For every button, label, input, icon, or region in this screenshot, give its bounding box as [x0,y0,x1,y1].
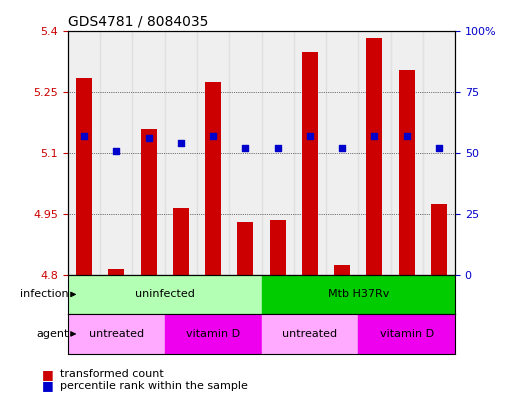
Bar [205,82,221,275]
Bar [423,31,455,275]
Bar [165,314,262,354]
Bar [141,129,157,275]
Text: uninfected: uninfected [135,289,195,299]
Text: vitamin D: vitamin D [380,329,434,339]
Bar [262,314,358,354]
Bar [366,37,382,275]
Point [370,133,379,139]
Bar [358,314,455,354]
Point [241,145,249,151]
Bar [108,268,124,275]
Bar [262,31,294,275]
Text: ■: ■ [42,367,53,381]
Point [403,133,411,139]
Point [144,135,153,141]
Bar [399,70,415,275]
Bar [334,264,350,275]
Bar [237,222,254,275]
Point [274,145,282,151]
Point [338,145,346,151]
Bar [294,31,326,275]
Bar [76,78,92,275]
Bar [132,31,165,275]
Bar [68,314,165,354]
Bar [229,31,262,275]
Bar [358,31,391,275]
Bar [302,52,318,275]
Bar [269,220,286,275]
Text: Mtb H37Rv: Mtb H37Rv [327,289,389,299]
Bar [165,31,197,275]
Text: untreated: untreated [282,329,337,339]
Point [209,133,218,139]
Point [435,145,443,151]
Point [112,147,120,154]
Bar [197,31,229,275]
Text: untreated: untreated [89,329,144,339]
Text: vitamin D: vitamin D [186,329,240,339]
Text: transformed count: transformed count [60,369,164,379]
Text: ■: ■ [42,379,53,393]
Bar [431,204,447,275]
Bar [68,31,100,275]
Bar [391,31,423,275]
Bar [262,275,455,314]
Bar [68,275,262,314]
Text: infection: infection [20,289,69,299]
Text: GDS4781 / 8084035: GDS4781 / 8084035 [68,15,208,29]
Bar [326,31,358,275]
Point [305,133,314,139]
Bar [100,31,132,275]
Bar [173,208,189,275]
Text: agent: agent [36,329,69,339]
Point [177,140,185,147]
Point [80,133,88,139]
Text: percentile rank within the sample: percentile rank within the sample [60,381,248,391]
